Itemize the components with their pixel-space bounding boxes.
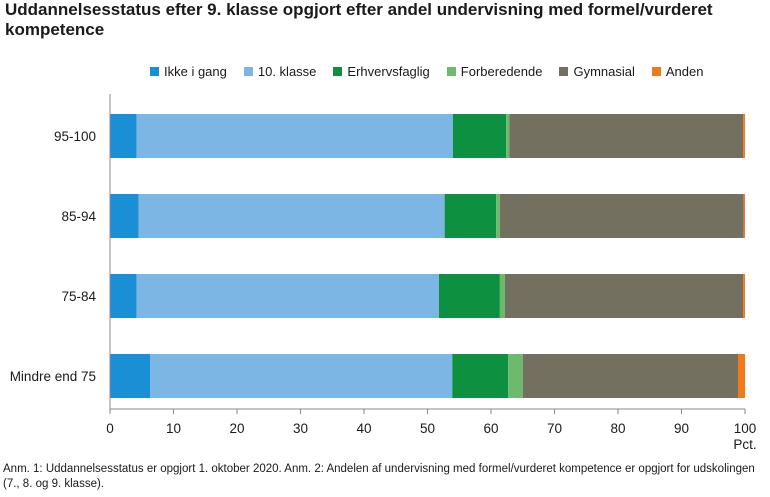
x-tick-label: 10 [166, 421, 181, 436]
bar-segment [452, 354, 509, 398]
bar-segment [743, 114, 745, 158]
category-label: 95-100 [54, 129, 96, 144]
legend-swatch [651, 67, 661, 76]
bar-segment [504, 274, 744, 318]
bar-segment [110, 194, 139, 238]
legend-swatch [559, 67, 569, 76]
category-label: 85-94 [61, 209, 96, 224]
x-tick-label: 90 [674, 421, 689, 436]
x-tick-label: 70 [547, 421, 562, 436]
legend-swatch [333, 67, 343, 76]
x-tick-label: 60 [483, 421, 498, 436]
legend-label: Erhvervsfaglig [347, 64, 430, 79]
bar-segment [743, 194, 745, 238]
x-tick-label: 40 [356, 421, 371, 436]
legend-item: Anden [651, 64, 704, 79]
x-unit-label: Pct. [733, 437, 756, 452]
bar-segment [110, 114, 137, 158]
chart-note: Anm. 1: Uddannelsesstatus er opgjort 1. … [3, 463, 755, 490]
legend-label: Forberedende [460, 64, 543, 79]
legend-item: Gymnasial [559, 64, 635, 79]
bar-segment [150, 354, 453, 398]
x-tick-label: 0 [106, 421, 114, 436]
x-tick-label: 100 [734, 421, 757, 436]
legend-swatch [150, 67, 159, 76]
legend-label: Gymnasial [573, 64, 635, 79]
legend-item: 10. klasse [243, 64, 317, 79]
bar-segment [444, 194, 497, 238]
bar-segment [522, 354, 739, 398]
bar-segment [138, 194, 445, 238]
legend-item: Erhvervsfaglig [333, 64, 430, 79]
x-tick-label: 50 [420, 421, 435, 436]
bar-segment [136, 114, 453, 158]
legend-label: Anden [665, 64, 704, 79]
bar-segment [438, 274, 500, 318]
bar-segment [738, 354, 745, 398]
x-tick-label: 20 [229, 421, 244, 436]
category-label: Mindre end 75 [10, 369, 96, 384]
bar-segment [499, 194, 744, 238]
bar-segment [496, 194, 500, 238]
bar-segment [509, 114, 744, 158]
x-tick-label: 80 [610, 421, 625, 436]
bar-segment [110, 274, 137, 318]
bar-segment [506, 114, 510, 158]
bar-segment [136, 274, 439, 318]
legend-item: Forberedende [446, 64, 543, 79]
bar-segment [452, 114, 507, 158]
legend-swatch [446, 67, 456, 76]
x-tick-label: 30 [293, 421, 308, 436]
legend-label: Ikke i gang [164, 64, 227, 79]
chart-title: Uddannelsesstatus efter 9. klasse opgjor… [5, 0, 713, 39]
bar-chart: 95-100 85-94 75-84 Mindre end 75 0 10 20 30 40 50… [10, 94, 757, 452]
category-label: 75-84 [61, 289, 96, 304]
legend-swatch [243, 67, 253, 76]
bar-segment [110, 354, 150, 398]
legend-label: 10. klasse [257, 64, 317, 79]
bar-segment [508, 354, 523, 398]
bar-segment [499, 274, 505, 318]
bar-segment [743, 274, 745, 318]
legend-item: Ikke i gang [150, 64, 227, 79]
chart-legend: Ikke i gang 10. klasse Erhvervsfaglig Forbe… [150, 64, 720, 79]
